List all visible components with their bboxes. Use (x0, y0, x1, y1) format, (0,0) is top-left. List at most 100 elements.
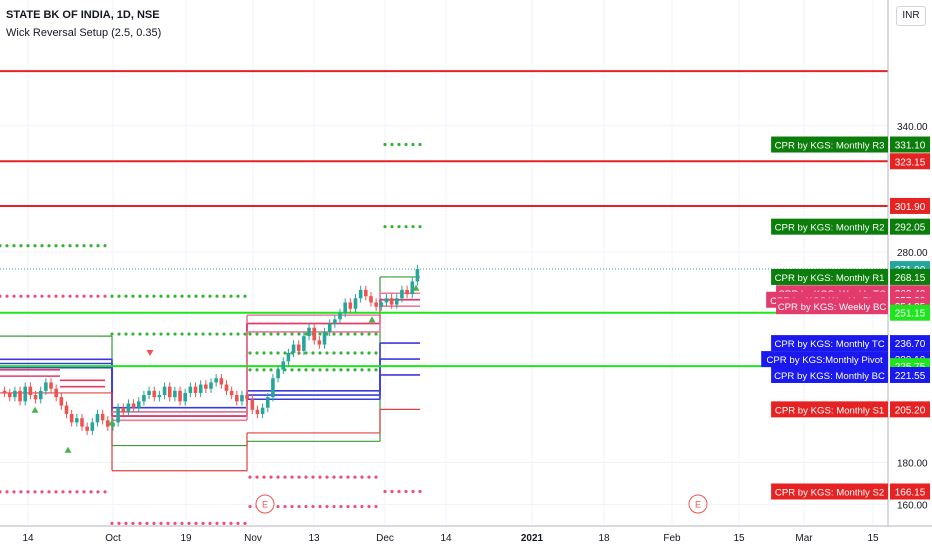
s-dots (0, 490, 2, 494)
earnings-marker-label: E (262, 500, 268, 510)
r-dots (222, 294, 226, 298)
s-dots (311, 504, 315, 509)
r-dots (12, 244, 16, 248)
r-dots (215, 294, 219, 298)
s-dots (339, 475, 343, 479)
s2-dots (418, 489, 422, 494)
candle-body (384, 298, 389, 303)
series-label-text: CPR by KGS: Monthly TC (774, 339, 884, 350)
candle-body (307, 327, 311, 337)
candle-body (255, 409, 260, 414)
r-dots (255, 332, 259, 336)
currency-button[interactable]: INR (896, 6, 926, 26)
x-tick-label: 14 (22, 533, 34, 544)
r-dots (276, 351, 280, 355)
r-dots (61, 244, 65, 248)
candle-body (23, 386, 28, 402)
r-dots (26, 244, 30, 248)
x-tick-label: 2021 (521, 533, 544, 544)
r-dots (276, 332, 280, 336)
candle-body (162, 386, 167, 396)
s-dots (248, 475, 252, 479)
r-dots (248, 332, 252, 336)
r-dots (103, 244, 107, 248)
series-label (771, 483, 888, 500)
candle-body (33, 395, 38, 400)
s-dots (276, 504, 280, 509)
r-dots (304, 368, 308, 372)
r-dots (124, 332, 128, 336)
pivot-dots (54, 294, 58, 298)
candle-body (374, 302, 378, 307)
candle-body (338, 313, 342, 320)
s-dots (367, 504, 371, 509)
candle-body (327, 323, 332, 332)
x-tick-label: 18 (598, 533, 610, 544)
x-tick-label: 19 (180, 533, 192, 544)
s-dots (26, 490, 30, 494)
candle-body (245, 395, 249, 400)
r-dots (262, 332, 266, 336)
signal-triangle (108, 419, 116, 426)
candle-body (364, 289, 368, 297)
s-dots (117, 521, 121, 525)
horizontal-lines (0, 70, 888, 368)
series-label-text: CPR by KGS:Monthly Pivot (766, 355, 883, 366)
s-dots (339, 504, 343, 509)
candle-body (100, 413, 105, 421)
symbol-title[interactable]: STATE BK OF INDIA, 1D, NSE (6, 9, 160, 21)
candle-body (333, 319, 337, 324)
candle-body (2, 390, 7, 393)
s-dots (360, 475, 364, 479)
s-dots (166, 521, 170, 525)
price-badge-value: 221.55 (895, 371, 926, 382)
x-tick-label: Feb (663, 533, 681, 544)
price-badge-value: 292.05 (895, 223, 926, 234)
s-dots (54, 490, 58, 494)
r-dots (40, 244, 44, 248)
series-label (776, 298, 888, 315)
r-dots (248, 351, 252, 355)
r-dots (346, 351, 350, 355)
pivot-dots (33, 294, 37, 298)
r-dots (229, 332, 233, 336)
s-dots (194, 521, 198, 525)
candle-body (178, 390, 182, 402)
r-dots (131, 294, 135, 298)
x-tick-label: Mar (795, 533, 813, 544)
r2-dots (390, 225, 394, 229)
candle-body (281, 361, 286, 370)
price-badge-value: 166.15 (895, 488, 926, 499)
pivot-dots (12, 294, 16, 298)
candle-body (90, 422, 95, 431)
candle-body (105, 420, 110, 427)
r-dots (229, 294, 233, 298)
r3-dots (397, 142, 401, 147)
r-dots (145, 294, 149, 298)
s-dots (325, 504, 329, 509)
candle-body (49, 382, 53, 389)
s-dots (103, 490, 107, 494)
s-dots (283, 504, 287, 509)
r-dots (360, 368, 364, 372)
price-badge (890, 197, 930, 214)
r2-dots (383, 225, 387, 229)
pivot-dots (0, 294, 2, 298)
s-dots (255, 475, 259, 479)
r-dots (283, 351, 287, 355)
y-tick-label: 160.00 (897, 500, 928, 511)
series-label (761, 351, 888, 368)
s-dots (346, 475, 350, 479)
indicator-legend[interactable]: Wick Reversal Setup (2.5, 0.35) (6, 27, 162, 39)
r-dots (255, 368, 259, 372)
r-dots (47, 244, 51, 248)
candle-body (415, 269, 420, 282)
r-dots (248, 368, 252, 372)
candle-body (358, 289, 363, 299)
series-label-text: CPR by KGS: Monthly S2 (775, 488, 884, 499)
r-dots (332, 332, 336, 336)
r3-dots (390, 142, 394, 147)
signal-triangle (31, 406, 39, 413)
